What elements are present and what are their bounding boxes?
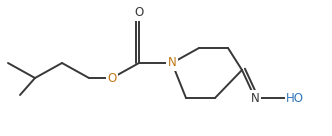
Text: N: N (168, 56, 176, 69)
Text: O: O (134, 7, 144, 19)
Text: O: O (107, 72, 117, 84)
Text: N: N (251, 92, 259, 104)
Text: HO: HO (286, 92, 304, 104)
